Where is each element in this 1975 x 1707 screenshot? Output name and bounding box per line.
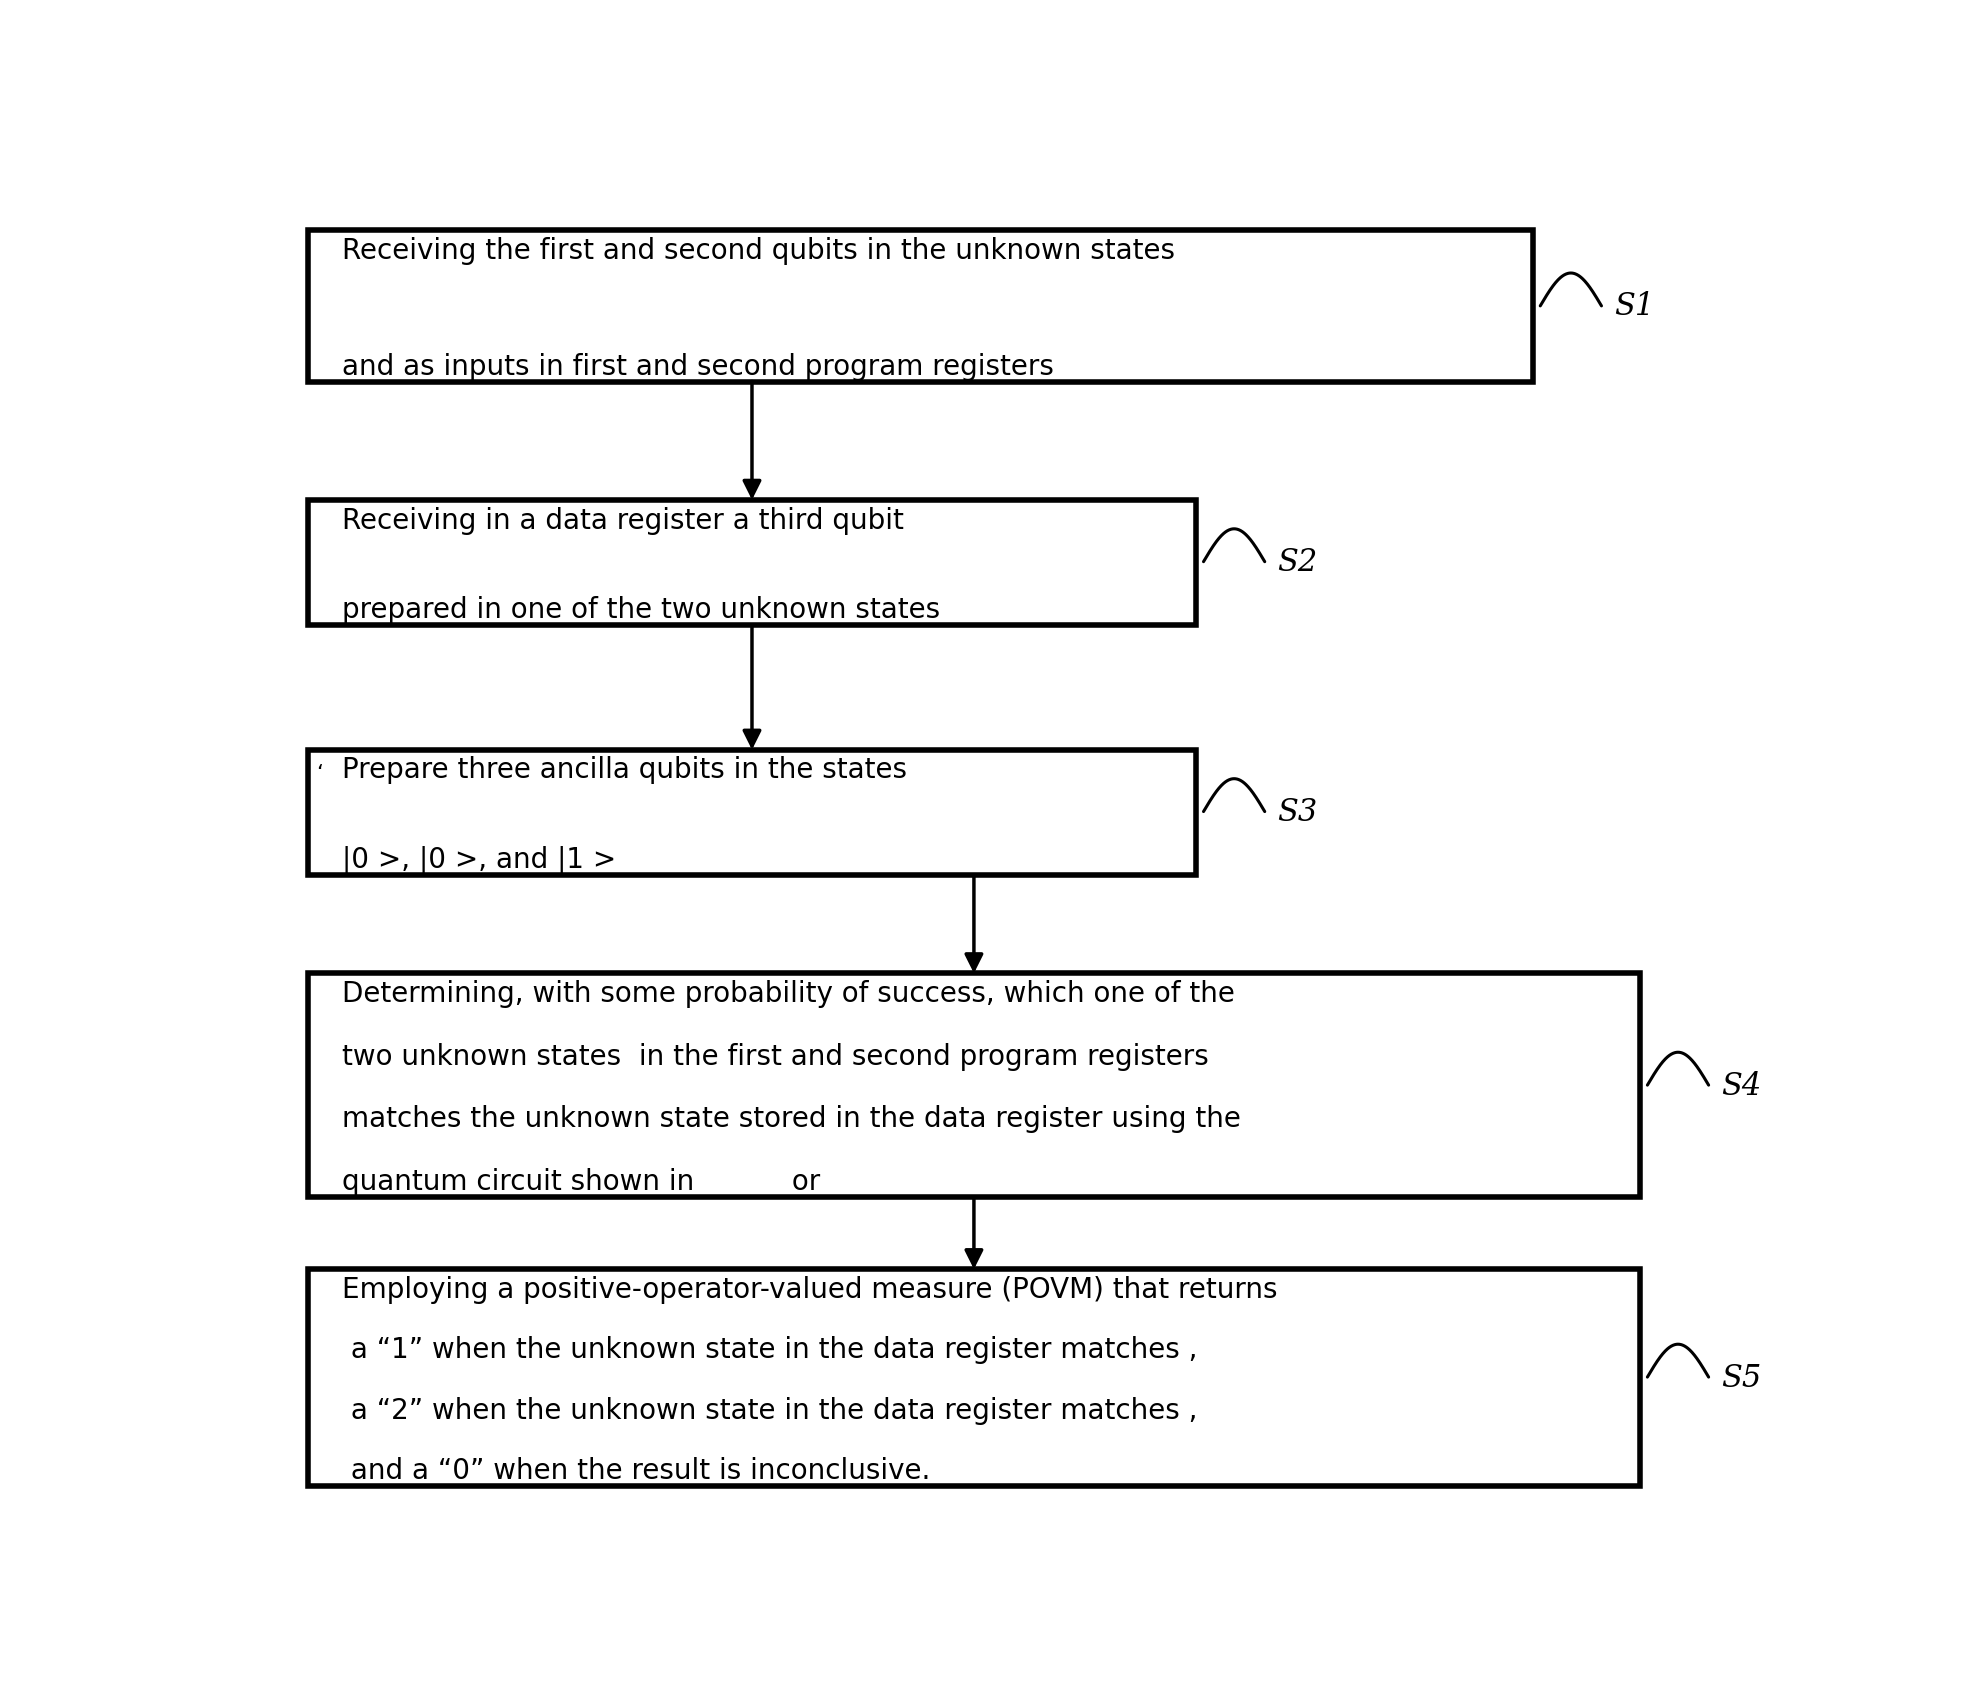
Text: S1: S1 <box>1614 292 1653 323</box>
FancyBboxPatch shape <box>308 230 1533 382</box>
Text: S3: S3 <box>1278 797 1317 828</box>
Text: S2: S2 <box>1278 546 1317 579</box>
FancyBboxPatch shape <box>308 1270 1639 1487</box>
Text: ‘: ‘ <box>316 765 322 784</box>
Text: S4: S4 <box>1720 1070 1762 1101</box>
FancyBboxPatch shape <box>308 500 1197 625</box>
Text: Prepare three ancilla qubits in the states: Prepare three ancilla qubits in the stat… <box>342 756 907 784</box>
Text: quantum circuit shown in           or: quantum circuit shown in or <box>342 1168 820 1195</box>
Text: Receiving the first and second qubits in the unknown states: Receiving the first and second qubits in… <box>342 237 1175 265</box>
Text: S5: S5 <box>1720 1362 1762 1393</box>
FancyBboxPatch shape <box>308 751 1197 876</box>
Text: Employing a positive-operator-valued measure (POVM) that returns: Employing a positive-operator-valued mea… <box>342 1275 1278 1302</box>
Text: a “2” when the unknown state in the data register matches ,: a “2” when the unknown state in the data… <box>342 1396 1197 1424</box>
Text: Receiving in a data register a third qubit: Receiving in a data register a third qub… <box>342 507 905 534</box>
Text: |0 >, |0 >, and |1 >: |0 >, |0 >, and |1 > <box>342 845 616 874</box>
Text: and as inputs in first and second program registers: and as inputs in first and second progra… <box>342 353 1053 381</box>
Text: matches the unknown state stored in the data register using the: matches the unknown state stored in the … <box>342 1104 1240 1133</box>
Text: Determining, with some probability of success, which one of the: Determining, with some probability of su… <box>342 980 1234 1007</box>
Text: a “1” when the unknown state in the data register matches ,: a “1” when the unknown state in the data… <box>342 1335 1197 1364</box>
FancyBboxPatch shape <box>308 973 1639 1197</box>
Text: prepared in one of the two unknown states: prepared in one of the two unknown state… <box>342 596 940 623</box>
Text: two unknown states  in the first and second program registers: two unknown states in the first and seco… <box>342 1043 1209 1070</box>
Text: and a “0” when the result is inconclusive.: and a “0” when the result is inconclusiv… <box>342 1456 930 1485</box>
